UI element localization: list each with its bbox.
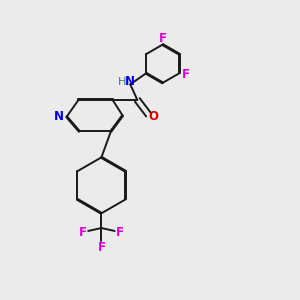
Text: N: N bbox=[54, 110, 64, 123]
Text: F: F bbox=[98, 241, 105, 254]
Text: F: F bbox=[79, 226, 87, 239]
Text: O: O bbox=[149, 110, 159, 123]
Text: N: N bbox=[125, 76, 135, 88]
Text: F: F bbox=[159, 32, 167, 45]
Text: H: H bbox=[118, 77, 126, 87]
Text: F: F bbox=[182, 68, 190, 81]
Text: F: F bbox=[116, 226, 124, 239]
